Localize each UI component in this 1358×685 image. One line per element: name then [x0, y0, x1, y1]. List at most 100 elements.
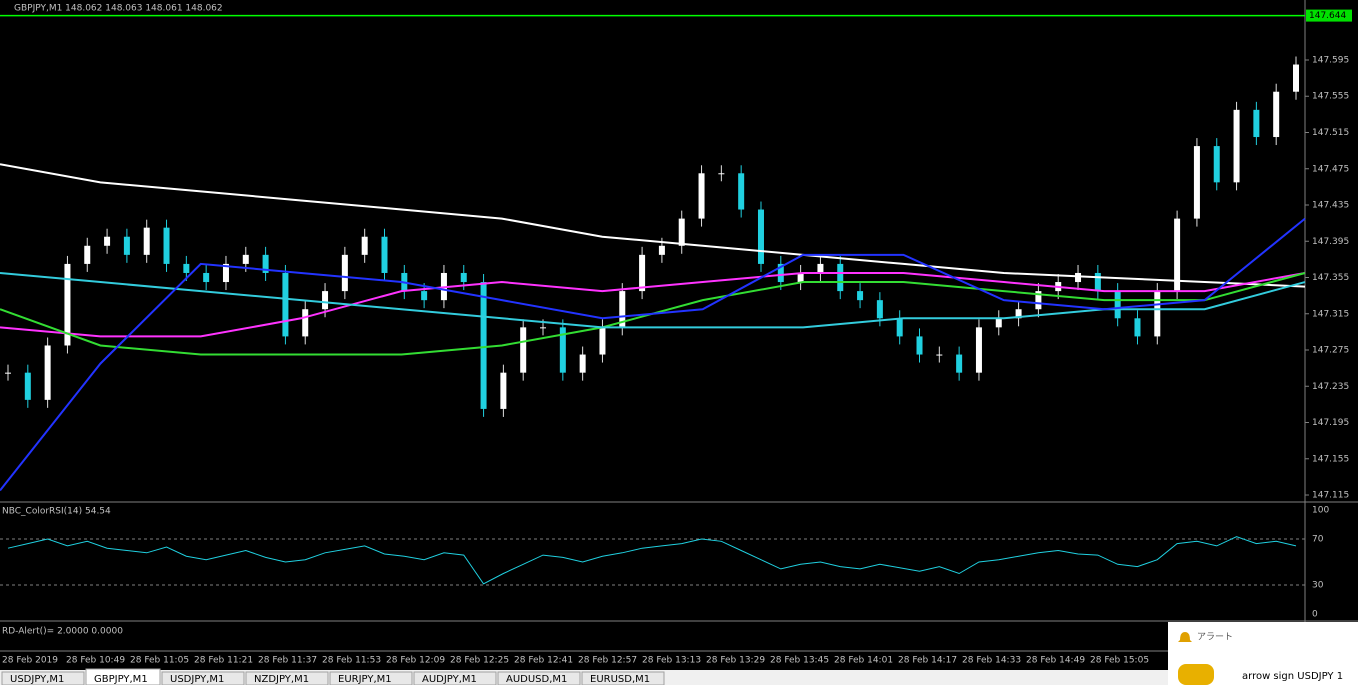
candle — [876, 300, 883, 319]
current-label: 147.644 — [1309, 11, 1346, 21]
price-label: 147.595 — [1312, 55, 1349, 65]
tab-label[interactable]: AUDUSD,M1 — [506, 674, 567, 685]
tab-label[interactable]: EURJPY,M1 — [338, 674, 392, 685]
popup-title: アラート — [1197, 632, 1233, 643]
candle — [1154, 291, 1161, 337]
candle — [24, 372, 31, 400]
candle — [421, 291, 428, 301]
tab[interactable] — [245, 671, 329, 685]
tab-label[interactable]: GBPJPY,M1 — [94, 674, 148, 685]
time-label: 28 Feb 12:57 — [578, 656, 637, 666]
candle — [698, 173, 705, 219]
candle — [460, 272, 467, 283]
moving-average — [0, 271, 1306, 338]
candle — [857, 291, 864, 301]
candle — [5, 372, 11, 374]
candle — [540, 327, 547, 329]
tab[interactable] — [581, 671, 665, 685]
candle — [797, 272, 804, 283]
chart-title: GBPJPY,M1 148.062 148.063 148.061 148.06… — [14, 4, 223, 14]
tab-label[interactable]: NZDJPY,M1 — [254, 674, 309, 685]
rsi-label: NBC_ColorRSI(14) 54.54 — [2, 507, 111, 517]
candle — [44, 345, 51, 400]
candle — [1273, 91, 1280, 138]
price-label: 147.115 — [1312, 491, 1349, 501]
candle — [1075, 272, 1082, 283]
candle — [322, 291, 329, 310]
time-label: 28 Feb 12:41 — [514, 656, 573, 666]
rsi-line — [7, 536, 1297, 585]
candle — [1134, 318, 1141, 337]
tab-label[interactable]: AUDJPY,M1 — [422, 674, 477, 685]
candle — [341, 254, 348, 292]
candle — [956, 354, 963, 373]
candle — [1035, 291, 1042, 310]
candle — [242, 254, 249, 264]
price-label: 147.235 — [1312, 382, 1349, 392]
time-label: 28 Feb 12:25 — [450, 656, 509, 666]
time-label: 28 Feb 2019 — [2, 656, 58, 666]
candle — [1114, 291, 1121, 319]
candle — [777, 263, 784, 283]
time-label: 28 Feb 12:09 — [386, 656, 445, 666]
rsi-axis-label: 30 — [1312, 581, 1324, 591]
rsi-axis-label: 70 — [1312, 535, 1324, 545]
candle — [1233, 109, 1240, 183]
candle — [381, 236, 388, 273]
time-label: 28 Feb 13:45 — [770, 656, 829, 666]
time-label: 28 Feb 13:13 — [642, 656, 701, 666]
candle — [262, 254, 269, 273]
price-label: 147.475 — [1312, 164, 1349, 174]
candle — [520, 327, 527, 373]
price-label: 147.275 — [1312, 346, 1349, 356]
tab-label[interactable]: EURUSD,M1 — [590, 674, 650, 685]
candle — [183, 263, 190, 273]
tab[interactable] — [329, 671, 413, 685]
alert-popup: アラート arrow sign USDJPY 1 — [1168, 622, 1358, 685]
candle — [757, 209, 764, 264]
time-label: 28 Feb 15:05 — [1090, 656, 1149, 666]
tab-label[interactable]: USDJPY,M1 — [170, 674, 224, 685]
rsi-axis-label: 0 — [1312, 610, 1318, 620]
candle — [480, 282, 487, 409]
time-label: 28 Feb 14:17 — [898, 656, 957, 666]
candle — [936, 354, 943, 356]
candle — [1253, 109, 1260, 138]
candle — [500, 372, 507, 409]
candle — [619, 291, 626, 328]
price-label: 147.195 — [1312, 418, 1349, 428]
candle — [123, 236, 130, 255]
price-label: 147.395 — [1312, 237, 1349, 247]
time-label: 28 Feb 13:29 — [706, 656, 765, 666]
candle — [203, 272, 210, 283]
candle — [817, 263, 824, 273]
tab[interactable] — [497, 671, 581, 685]
rsi-axis-label: 100 — [1312, 506, 1329, 516]
popup-message: arrow sign USDJPY 1 — [1242, 671, 1343, 682]
moving-average — [0, 271, 1306, 329]
candle — [222, 263, 229, 283]
candle — [995, 318, 1002, 328]
alert-label: RD-Alert()= 2.0000 0.0000 — [2, 627, 123, 637]
tab-label[interactable]: USDJPY,M1 — [10, 674, 64, 685]
current-box — [1306, 9, 1352, 22]
candle — [1015, 309, 1022, 319]
tab[interactable] — [85, 668, 161, 685]
tab[interactable] — [1, 671, 85, 685]
candle — [599, 327, 606, 355]
tab[interactable] — [413, 671, 497, 685]
popup-icon — [1178, 664, 1214, 685]
bell-icon — [1178, 632, 1192, 642]
candle — [143, 227, 150, 255]
price-label: 147.315 — [1312, 309, 1349, 319]
candle — [84, 245, 91, 264]
time-label: 28 Feb 11:53 — [322, 656, 381, 666]
candle — [658, 245, 665, 255]
tab[interactable] — [161, 671, 245, 685]
candle — [1213, 146, 1220, 183]
price-label: 147.515 — [1312, 128, 1349, 138]
candle — [282, 272, 289, 337]
time-label: 28 Feb 11:37 — [258, 656, 317, 666]
candle — [1174, 218, 1181, 292]
